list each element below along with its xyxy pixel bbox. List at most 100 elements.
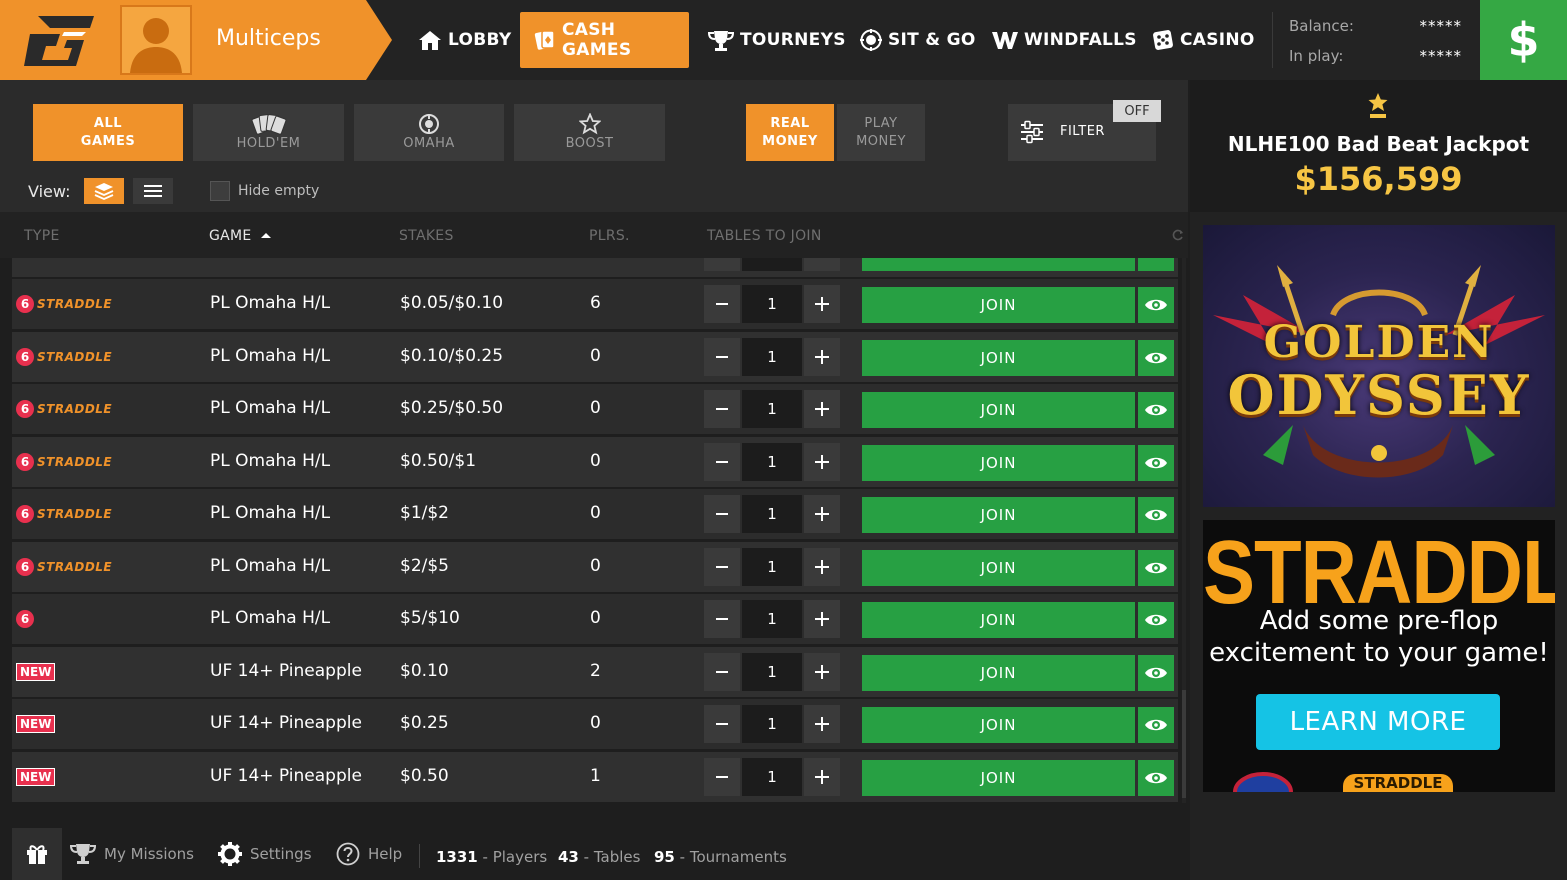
table-row[interactable]: 6 PL Omaha H/L $5/$10 0 1 JOIN bbox=[12, 594, 1178, 644]
avatar[interactable] bbox=[120, 5, 192, 75]
decrease-tables-button[interactable] bbox=[704, 600, 740, 638]
tables-quantity[interactable]: 1 bbox=[742, 442, 802, 481]
watch-button[interactable] bbox=[1138, 258, 1174, 271]
watch-table-button[interactable] bbox=[1138, 287, 1174, 323]
watch-table-button[interactable] bbox=[1138, 444, 1174, 481]
nav-casino[interactable]: CASINO bbox=[1152, 12, 1255, 68]
column-type[interactable]: TYPE bbox=[24, 228, 60, 244]
help-link[interactable]: Help bbox=[336, 842, 402, 866]
tables-quantity[interactable]: 1 bbox=[742, 337, 802, 376]
tables-quantity[interactable]: 1 bbox=[742, 757, 802, 796]
increase-tables-button[interactable] bbox=[804, 495, 840, 533]
increase-tables-button[interactable] bbox=[804, 258, 840, 271]
column-stakes[interactable]: STAKES bbox=[399, 228, 454, 244]
refresh-icon[interactable] bbox=[1172, 228, 1184, 242]
decrease-tables-button[interactable] bbox=[704, 337, 740, 376]
nav-tourneys[interactable]: TOURNEYS bbox=[708, 12, 846, 68]
username[interactable]: Multiceps bbox=[216, 26, 321, 51]
nav-windfalls[interactable]: WINDFALLS bbox=[992, 12, 1137, 68]
decrease-tables-button[interactable] bbox=[704, 390, 740, 428]
tables-quantity[interactable]: 1 bbox=[742, 390, 802, 428]
decrease-tables-button[interactable] bbox=[704, 705, 740, 743]
decrease-tables-button[interactable] bbox=[704, 652, 740, 691]
view-list-button[interactable] bbox=[133, 178, 173, 204]
watch-table-button[interactable] bbox=[1138, 759, 1174, 796]
watch-table-button[interactable] bbox=[1138, 392, 1174, 428]
scrollbar-track[interactable] bbox=[1182, 258, 1186, 803]
watch-table-button[interactable] bbox=[1138, 602, 1174, 638]
watch-table-button[interactable] bbox=[1138, 549, 1174, 586]
filter-real-money[interactable]: REAL MONEY bbox=[746, 104, 834, 161]
in-play-value[interactable]: ***** bbox=[1419, 47, 1462, 65]
gift-button[interactable] bbox=[12, 828, 62, 880]
decrease-tables-button[interactable] bbox=[704, 757, 740, 796]
increase-tables-button[interactable] bbox=[804, 600, 840, 638]
table-row[interactable]: NEW UF 14+ Pineapple $0.25 0 1 JOIN bbox=[12, 699, 1178, 749]
table-row[interactable]: 6 STRADDLE PL Omaha H/L $0.25/$0.50 0 1 JOIN bbox=[12, 384, 1178, 434]
decrease-tables-button[interactable] bbox=[704, 442, 740, 481]
increase-tables-button[interactable] bbox=[804, 442, 840, 481]
balance-value[interactable]: ***** bbox=[1419, 17, 1462, 35]
decrease-tables-button[interactable] bbox=[704, 547, 740, 586]
filter-omaha[interactable]: OMAHA bbox=[354, 104, 504, 161]
table-row[interactable]: 6 STRADDLE PL Omaha H/L $1/$2 0 1 JOIN bbox=[12, 489, 1178, 539]
join-button[interactable]: JOIN bbox=[862, 444, 1135, 481]
decrease-tables-button[interactable] bbox=[704, 258, 740, 271]
hide-empty-label[interactable]: Hide empty bbox=[238, 183, 320, 199]
increase-tables-button[interactable] bbox=[804, 705, 840, 743]
increase-tables-button[interactable] bbox=[804, 337, 840, 376]
nav-lobby[interactable]: LOBBY bbox=[418, 12, 511, 68]
filter-holdem[interactable]: HOLD'EM bbox=[193, 104, 344, 161]
table-row[interactable]: NEW UF 14+ Pineapple $0.10 2 1 JOIN bbox=[12, 646, 1178, 697]
tables-quantity[interactable]: 1 bbox=[742, 652, 802, 691]
table-row[interactable]: 6 STRADDLE PL Omaha H/L $0.05/$0.10 6 1 JOIN bbox=[12, 279, 1178, 329]
increase-tables-button[interactable] bbox=[804, 652, 840, 691]
column-game[interactable]: GAME bbox=[209, 228, 272, 244]
watch-table-button[interactable] bbox=[1138, 497, 1174, 533]
hide-empty-checkbox[interactable] bbox=[210, 181, 230, 201]
increase-tables-button[interactable] bbox=[804, 390, 840, 428]
table-row[interactable]: 6 STRADDLE PL Omaha H/L $0.50/$1 0 1 JOIN bbox=[12, 436, 1178, 487]
golden-odyssey-banner[interactable]: GOLDEN ODYSSEY bbox=[1203, 225, 1555, 507]
join-button[interactable]: JOIN bbox=[862, 549, 1135, 586]
join-button[interactable]: JOIN bbox=[862, 602, 1135, 638]
increase-tables-button[interactable] bbox=[804, 757, 840, 796]
increase-tables-button[interactable] bbox=[804, 547, 840, 586]
logo-icon[interactable] bbox=[24, 12, 96, 68]
join-button[interactable]: JOIN bbox=[862, 392, 1135, 428]
watch-table-button[interactable] bbox=[1138, 654, 1174, 691]
join-button[interactable]: JOIN bbox=[862, 497, 1135, 533]
tables-quantity[interactable]: 1 bbox=[742, 285, 802, 323]
tables-quantity[interactable] bbox=[742, 258, 802, 271]
filter-boost[interactable]: BOOST bbox=[514, 104, 665, 161]
tables-quantity[interactable]: 1 bbox=[742, 705, 802, 743]
increase-tables-button[interactable] bbox=[804, 285, 840, 323]
filter-play-money[interactable]: PLAY MONEY bbox=[837, 104, 925, 161]
join-button[interactable]: JOIN bbox=[862, 759, 1135, 796]
scrollbar-thumb[interactable] bbox=[1182, 690, 1186, 798]
column-players[interactable]: PLRS. bbox=[589, 228, 630, 244]
watch-table-button[interactable] bbox=[1138, 339, 1174, 376]
cashier-button[interactable]: $ bbox=[1480, 0, 1567, 80]
nav-sit-and-go[interactable]: SIT & GO bbox=[860, 12, 976, 68]
tables-quantity[interactable]: 1 bbox=[742, 600, 802, 638]
settings-link[interactable]: Settings bbox=[218, 842, 312, 866]
join-button[interactable]: JOIN bbox=[862, 287, 1135, 323]
table-row[interactable]: 6 STRADDLE PL Omaha H/L $0.10/$0.25 0 1 JOIN bbox=[12, 331, 1178, 382]
watch-table-button[interactable] bbox=[1138, 707, 1174, 743]
table-row[interactable]: NEW UF 14+ Pineapple $0.50 1 1 JOIN bbox=[12, 751, 1178, 802]
join-button[interactable]: JOIN bbox=[862, 654, 1135, 691]
filter-all-games[interactable]: ALL GAMES bbox=[33, 104, 183, 161]
my-missions-link[interactable]: My Missions bbox=[70, 842, 194, 866]
tables-quantity[interactable]: 1 bbox=[742, 547, 802, 586]
table-row[interactable]: 6 STRADDLE PL Omaha H/L $2/$5 0 1 JOIN bbox=[12, 541, 1178, 592]
decrease-tables-button[interactable] bbox=[704, 285, 740, 323]
join-button[interactable]: JOIN bbox=[862, 707, 1135, 743]
join-button[interactable]: JOIN bbox=[862, 339, 1135, 376]
tables-quantity[interactable]: 1 bbox=[742, 495, 802, 533]
view-stacked-button[interactable] bbox=[84, 178, 124, 204]
decrease-tables-button[interactable] bbox=[704, 495, 740, 533]
join-button[interactable] bbox=[862, 258, 1135, 271]
learn-more-button[interactable]: LEARN MORE bbox=[1256, 694, 1500, 750]
nav-cash-games[interactable]: CASH GAMES bbox=[520, 12, 689, 68]
